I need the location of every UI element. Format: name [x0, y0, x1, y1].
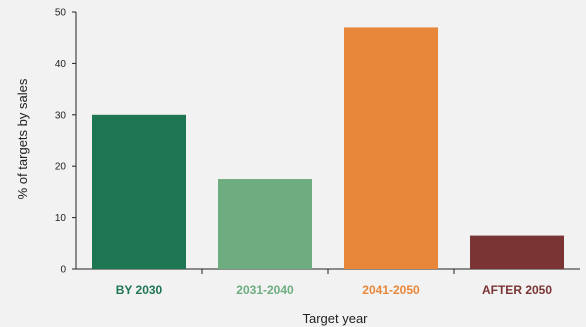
- y-axis-title: % of targets by sales: [15, 78, 30, 199]
- y-tick-label: 40: [55, 59, 67, 70]
- category-label: 2031-2040: [236, 283, 294, 297]
- y-tick-label: 30: [55, 110, 67, 121]
- y-tick-label: 20: [55, 162, 67, 173]
- y-tick-label: 50: [55, 8, 67, 19]
- category-label: BY 2030: [116, 283, 163, 297]
- bars-group: [92, 27, 564, 270]
- bar-2041-2050: [344, 27, 438, 270]
- x-axis-ticks: [201, 269, 455, 274]
- bar-after-2050: [470, 235, 564, 269]
- bar-by-2030: [92, 114, 186, 269]
- x-axis-title: Target year: [302, 311, 368, 326]
- category-label: AFTER 2050: [482, 283, 552, 297]
- y-tick-label: 10: [55, 213, 67, 224]
- y-axis-ticks: 0 10 20 30 40 50: [55, 8, 76, 276]
- category-labels: BY 2030 2031-2040 2041-2050 AFTER 2050: [116, 283, 553, 297]
- bar-2031-2040: [218, 179, 312, 269]
- category-label: 2041-2050: [362, 283, 420, 297]
- y-tick-label: 0: [60, 265, 66, 276]
